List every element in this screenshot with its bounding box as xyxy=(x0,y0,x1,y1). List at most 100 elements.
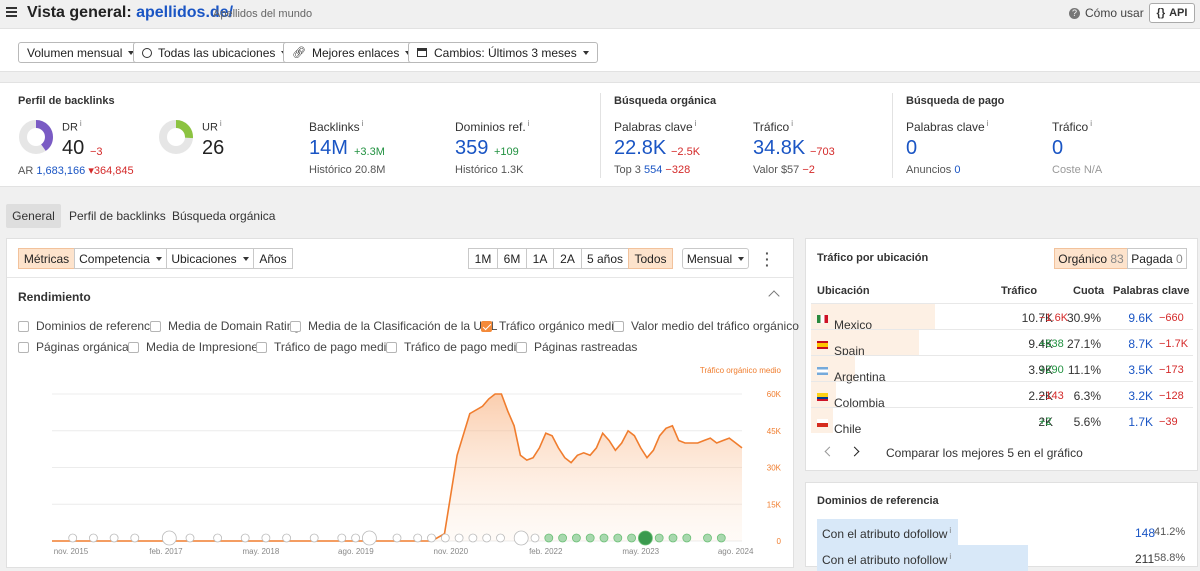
api-button[interactable]: {} API xyxy=(1149,3,1195,23)
checkbox-avg-impressions[interactable]: Media de Impresiones xyxy=(128,340,264,354)
menu-icon[interactable] xyxy=(6,7,17,17)
backlinks-value[interactable]: 14M xyxy=(309,137,348,159)
caret-down-icon xyxy=(738,256,745,261)
update-marker xyxy=(572,533,581,543)
checkbox-organic-pages[interactable]: Páginas orgánicas xyxy=(18,340,135,354)
traffic-by-location-title: Tráfico por ubicación xyxy=(817,252,929,264)
location-row[interactable]: Chile 2K +2 5.6% 1.7K −39 xyxy=(811,407,1193,436)
calendar-icon xyxy=(417,48,427,57)
keywords-value[interactable]: 3.2K xyxy=(1128,389,1153,403)
dofollow-row: Con el atributo dofollow i 148 41.2% xyxy=(817,519,1187,545)
update-marker xyxy=(440,533,450,543)
ur-value: 26 xyxy=(202,137,225,159)
tab-paid[interactable]: Pagada 0 xyxy=(1127,248,1187,269)
traffic-by-location-card: Tráfico por ubicación Orgánico 83 Pagada… xyxy=(805,238,1198,471)
referring-domains-title: Dominios de referencia xyxy=(817,495,939,507)
checkbox-crawled-pages[interactable]: Páginas rastreadas xyxy=(516,340,637,354)
range-2a[interactable]: 2A xyxy=(553,248,582,269)
update-marker xyxy=(682,533,692,543)
organic-traffic-delta: −703 xyxy=(810,146,835,158)
range-6m[interactable]: 6M xyxy=(497,248,527,269)
share-bar xyxy=(811,304,935,329)
info-icon: i xyxy=(949,552,952,561)
segment-metrics[interactable]: Métricas xyxy=(18,248,75,269)
info-icon: i xyxy=(791,119,794,128)
x-tick-label: ago. 2024 xyxy=(718,547,754,556)
checkbox-organic-value[interactable]: Valor medio del tráfico orgánico xyxy=(613,319,799,333)
update-marker xyxy=(427,533,436,543)
range-1a[interactable]: 1A xyxy=(526,248,554,269)
more-options-icon[interactable]: · · · xyxy=(765,245,770,273)
checkbox-organic-traffic[interactable]: Tráfico orgánico medio xyxy=(481,319,621,333)
segment-locations[interactable]: Ubicaciones xyxy=(166,248,254,269)
paid-keywords-value[interactable]: 0 xyxy=(906,137,918,159)
dofollow-pct: 41.2% xyxy=(1154,526,1186,538)
best-links-dropdown[interactable]: 🔗︎ Mejores enlaces xyxy=(283,42,421,63)
range-5y[interactable]: 5 años xyxy=(581,248,629,269)
locations-dropdown[interactable]: Todas las ubicaciones xyxy=(133,42,297,63)
how-to-use-link[interactable]: ? Cómo usar xyxy=(1069,6,1144,20)
location-row[interactable]: Colombia 2.2K −143 6.3% 3.2K −128 xyxy=(811,381,1193,410)
update-marker xyxy=(309,533,319,543)
keywords-value[interactable]: 3.5K xyxy=(1128,363,1153,377)
checkbox-avg-dr[interactable]: Media de Domain Rating xyxy=(150,319,300,333)
compare-link[interactable]: Comparar los mejores 5 en el gráfico xyxy=(886,446,1083,460)
divider xyxy=(892,93,893,178)
update-marker xyxy=(161,530,177,546)
interval-dropdown[interactable]: Mensual xyxy=(682,248,749,269)
keywords-value[interactable]: 1.7K xyxy=(1128,415,1153,429)
keywords-delta: −128 xyxy=(1159,390,1184,402)
ar-delta: ▾364,845 xyxy=(88,165,134,177)
tab-backlinks-profile[interactable]: Perfil de backlinks xyxy=(69,209,166,223)
performance-title: Rendimiento xyxy=(18,290,91,304)
next-arrow-icon[interactable] xyxy=(849,446,860,457)
location-row[interactable]: Spain 9.4K +838 27.1% 8.7K −1.7K xyxy=(811,329,1193,358)
top3-value[interactable]: 554 xyxy=(643,164,663,176)
segment-years[interactable]: Años xyxy=(253,248,293,269)
checkbox-avg-ur[interactable]: Media de la Clasificación de la URL xyxy=(290,319,497,333)
segment-competition[interactable]: Competencia xyxy=(74,248,167,269)
page-subtitle: Apellidos del mundo xyxy=(213,8,313,20)
changes-dropdown[interactable]: Cambios: Últimos 3 meses xyxy=(408,42,598,63)
update-marker xyxy=(496,533,505,543)
update-marker xyxy=(361,530,377,546)
organic-traffic-value[interactable]: 34.8K xyxy=(753,137,806,159)
traffic-value: 2K xyxy=(1038,415,1053,429)
checkbox-paid-traffic-1[interactable]: Tráfico de pago medio xyxy=(256,340,393,354)
location-row[interactable]: Mexico 10.7K −1.6K 30.9% 9.6K −660 xyxy=(811,303,1193,332)
keywords-delta: −1.7K xyxy=(1159,338,1189,350)
country-name: Colombia xyxy=(817,389,885,410)
ar-value[interactable]: 1,683,166 xyxy=(36,165,86,177)
tab-organic-search[interactable]: Búsqueda orgánica xyxy=(172,209,276,223)
ur-donut xyxy=(159,120,193,154)
share-bar xyxy=(811,330,919,355)
range-1m[interactable]: 1M xyxy=(468,248,498,269)
location-row[interactable]: Argentina 3.9K +290 11.1% 3.5K −173 xyxy=(811,355,1193,384)
x-tick-label: nov. 2015 xyxy=(54,547,89,556)
domain-link[interactable]: apellidos.de/ xyxy=(136,4,234,21)
volume-dropdown[interactable]: Volumen mensual xyxy=(18,42,144,63)
refdomains-value[interactable]: 359 xyxy=(455,137,489,159)
prev-arrow-icon[interactable] xyxy=(824,446,835,457)
tab-organic[interactable]: Orgánico 83 xyxy=(1054,248,1128,269)
checkbox-referring-domains[interactable]: Dominios de referencia xyxy=(18,319,159,333)
checkbox-paid-traffic-2[interactable]: Tráfico de pago medio xyxy=(386,340,523,354)
collapse-icon[interactable] xyxy=(768,290,780,302)
nofollow-value[interactable]: 211 xyxy=(1135,552,1155,566)
keywords-value[interactable]: 9.6K xyxy=(1128,311,1153,325)
organic-keywords-value[interactable]: 22.8K xyxy=(614,137,667,159)
traffic-delta: +290 xyxy=(1039,364,1064,376)
update-marker xyxy=(530,533,540,543)
column-header-keywords: Palabras clave xyxy=(1113,285,1190,297)
paid-traffic-value[interactable]: 0 xyxy=(1052,137,1064,159)
dofollow-value[interactable]: 148 xyxy=(1135,526,1156,540)
keywords-value[interactable]: 8.7K xyxy=(1128,337,1153,351)
tab-general[interactable]: General xyxy=(6,204,61,228)
divider xyxy=(7,277,793,278)
update-marker xyxy=(240,533,250,543)
top-bar: Vista general: apellidos.de/ Apellidos d… xyxy=(0,0,1200,28)
traffic-chart: 60K 45K 30K 15K 0 Tráfico orgánico medio nov. … xyxy=(52,366,782,556)
update-marker xyxy=(638,530,653,546)
range-all[interactable]: Todos xyxy=(628,248,673,269)
series-area xyxy=(52,394,742,541)
